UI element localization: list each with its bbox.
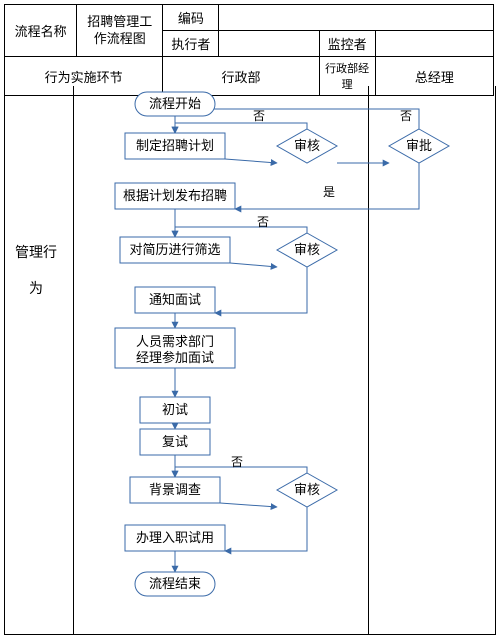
flowchart-svg: 否否是否否流程开始制定招聘计划审核审批根据计划发布招聘对简历进行筛选审核通知面试… xyxy=(5,86,495,634)
node-label: 流程结束 xyxy=(149,576,201,591)
edge xyxy=(175,123,307,133)
node-label: 根据计划发布招聘 xyxy=(123,188,227,203)
node-label: 初试 xyxy=(162,402,188,417)
hdr-executor-label: 执行者 xyxy=(163,31,219,57)
edge xyxy=(220,503,277,507)
hdr-monitor-value xyxy=(375,31,493,57)
edge-label: 是 xyxy=(323,185,335,199)
node-label: 背景调查 xyxy=(149,482,201,497)
node-label: 流程开始 xyxy=(149,96,201,111)
node-label: 制定招聘计划 xyxy=(136,138,214,153)
header-table: 流程名称 招聘管理工作流程图 编码 执行者 监控者 行为实施环节 行政部 行政部… xyxy=(4,4,494,96)
node-label: 审核 xyxy=(294,482,320,497)
edge-label: 否 xyxy=(400,109,412,123)
node-label: 审核 xyxy=(294,138,320,153)
hdr-process-name-value: 招聘管理工作流程图 xyxy=(77,5,163,57)
node-label: 办理入职试用 xyxy=(136,530,214,545)
edge xyxy=(175,227,307,237)
node-label: 经理参加面试 xyxy=(136,350,214,365)
hdr-monitor-label: 监控者 xyxy=(319,31,375,57)
edge xyxy=(215,267,307,313)
edge xyxy=(230,263,277,267)
edge xyxy=(225,507,307,551)
edge-label: 否 xyxy=(231,455,243,469)
node-label: 人员需求部门 xyxy=(136,334,214,349)
edge-label: 否 xyxy=(257,215,269,229)
node-label: 复试 xyxy=(162,434,188,449)
flowchart-area: 管理行为 否否是否否流程开始制定招聘计划审核审批根据计划发布招聘对简历进行筛选审… xyxy=(4,86,496,635)
node-label: 审批 xyxy=(406,138,432,153)
hdr-code-value xyxy=(219,5,494,31)
node-label: 审核 xyxy=(294,242,320,257)
node-label: 通知面试 xyxy=(149,292,201,307)
node-label: 对简历进行筛选 xyxy=(129,242,220,257)
edge xyxy=(225,159,277,163)
hdr-executor-value xyxy=(219,31,319,57)
hdr-process-name-label: 流程名称 xyxy=(5,5,77,57)
edge-label: 否 xyxy=(253,109,265,123)
hdr-code-label: 编码 xyxy=(163,5,219,31)
